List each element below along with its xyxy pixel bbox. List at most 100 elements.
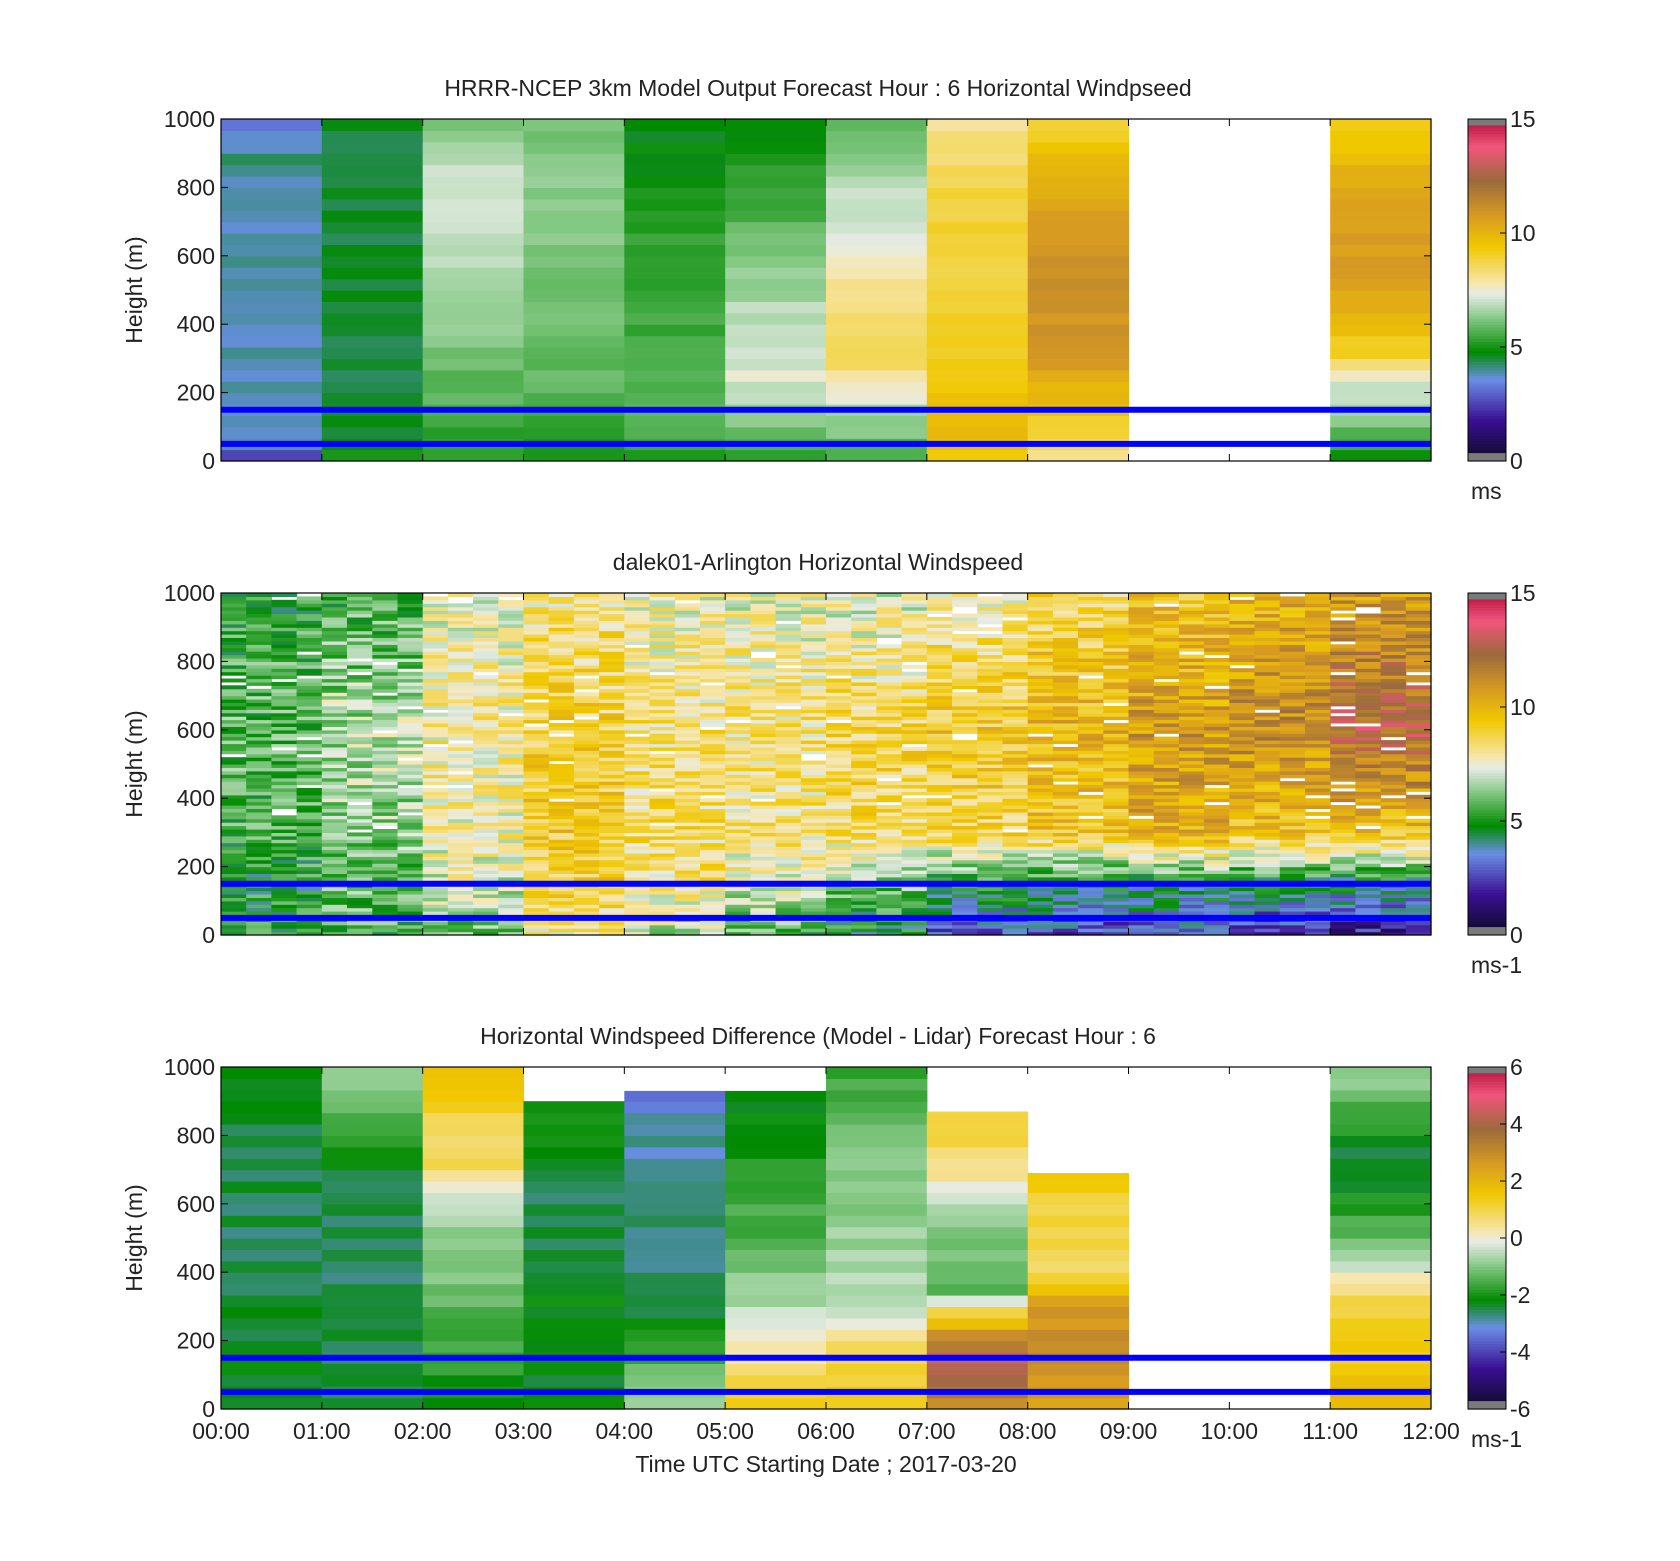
heatmap-cell xyxy=(1330,630,1356,635)
heatmap-cell xyxy=(573,647,600,652)
heatmap-cell xyxy=(271,829,298,833)
heatmap-cell xyxy=(725,176,827,188)
heatmap-cell xyxy=(321,740,348,745)
heatmap-cell xyxy=(246,623,272,628)
heatmap-cell xyxy=(1128,736,1155,741)
heatmap-cell xyxy=(1178,757,1205,762)
heatmap-cell xyxy=(649,770,676,775)
heatmap-cell xyxy=(977,863,1004,868)
heatmap-cell xyxy=(1254,620,1281,625)
heatmap-cell xyxy=(1078,705,1104,710)
heatmap-cell xyxy=(573,852,600,857)
heatmap-cell xyxy=(372,897,399,902)
heatmap-cell xyxy=(1305,736,1331,741)
heatmap-cell xyxy=(548,736,575,741)
heatmap-cell xyxy=(548,894,575,898)
heatmap-cell xyxy=(422,887,449,892)
heatmap-cell xyxy=(1229,863,1256,868)
heatmap-cell xyxy=(775,777,802,782)
heatmap-cell xyxy=(1355,760,1382,765)
heatmap-cell xyxy=(876,644,903,649)
heatmap-cell xyxy=(700,904,726,909)
heatmap-cell xyxy=(775,702,802,707)
heatmap-cell xyxy=(624,415,726,428)
heatmap-cell xyxy=(599,931,625,936)
heatmap-cell xyxy=(1380,801,1407,806)
heatmap-cell xyxy=(901,760,928,765)
colorbar-frame xyxy=(1467,118,1507,462)
heatmap-cell xyxy=(548,829,575,833)
heatmap-cell xyxy=(548,654,575,659)
heatmap-cell xyxy=(926,640,953,645)
heatmap-cell xyxy=(624,616,651,621)
heatmap-cell xyxy=(1002,668,1029,673)
heatmap-cell xyxy=(1052,685,1079,690)
heatmap-cell xyxy=(246,733,272,738)
heatmap-cell xyxy=(851,740,877,745)
heatmap-cell xyxy=(422,746,449,751)
heatmap-cell xyxy=(674,593,701,597)
heatmap-cell xyxy=(826,740,852,745)
heatmap-cell xyxy=(1052,794,1079,799)
heatmap-cell xyxy=(347,825,373,830)
heatmap-cell xyxy=(1229,647,1256,652)
heatmap-cell xyxy=(926,233,1029,245)
heatmap-cell xyxy=(573,808,600,813)
heatmap-cell xyxy=(1305,716,1331,721)
heatmap-cell xyxy=(1229,805,1256,809)
heatmap-cell xyxy=(1305,610,1331,615)
heatmap-cell xyxy=(422,829,449,833)
heatmap-cell xyxy=(523,176,625,188)
heatmap-cell xyxy=(473,849,499,854)
heatmap-cell xyxy=(1380,887,1407,892)
heatmap-cell xyxy=(321,290,424,302)
heatmap-cell xyxy=(271,723,298,727)
heatmap-cell xyxy=(573,651,600,656)
heatmap-cell xyxy=(725,887,751,892)
heatmap-cell xyxy=(826,301,928,314)
heatmap-cell xyxy=(271,627,298,632)
colorbar-segment xyxy=(1468,170,1506,174)
heatmap-cell xyxy=(548,815,575,820)
colorbar-segment xyxy=(1468,449,1506,454)
heatmap-cell xyxy=(1078,866,1104,871)
heatmap-cell xyxy=(246,890,272,895)
heatmap-cell xyxy=(1204,681,1230,686)
heatmap-cell xyxy=(1279,873,1306,878)
heatmap-cell xyxy=(725,842,751,847)
heatmap-cell xyxy=(725,904,751,909)
heatmap-cell xyxy=(573,702,600,707)
heatmap-cell xyxy=(775,692,802,697)
heatmap-cell xyxy=(498,593,525,597)
heatmap-cell xyxy=(775,815,802,820)
heatmap-cell xyxy=(901,897,928,902)
heatmap-cell xyxy=(926,723,953,727)
heatmap-cell xyxy=(321,846,348,851)
heatmap-cell xyxy=(523,849,550,854)
heatmap-cell xyxy=(447,873,474,878)
heatmap-cell xyxy=(1355,787,1382,792)
heatmap-cell xyxy=(347,699,373,703)
colorbar-segment xyxy=(1468,415,1506,419)
heatmap-cell xyxy=(800,770,827,775)
heatmap-cell xyxy=(1002,685,1029,690)
heatmap-cell xyxy=(296,623,323,628)
heatmap-cell xyxy=(573,805,600,809)
heatmap-cell xyxy=(548,627,575,632)
heatmap-cell xyxy=(1052,757,1079,762)
heatmap-cell xyxy=(271,825,298,830)
colorbar-segment xyxy=(1468,158,1506,163)
heatmap-cell xyxy=(447,668,474,673)
heatmap-cell xyxy=(447,692,474,697)
heatmap-cell xyxy=(1355,863,1382,868)
heatmap-cell xyxy=(624,921,651,926)
heatmap-cell xyxy=(826,610,852,615)
heatmap-cell xyxy=(750,777,777,782)
heatmap-cell xyxy=(725,627,751,632)
heatmap-cell xyxy=(977,709,1004,714)
heatmap-cell xyxy=(473,846,499,851)
heatmap-cell xyxy=(473,685,499,690)
heatmap-cell xyxy=(649,818,676,823)
heatmap-cell xyxy=(498,630,525,635)
heatmap-cell xyxy=(926,863,953,868)
